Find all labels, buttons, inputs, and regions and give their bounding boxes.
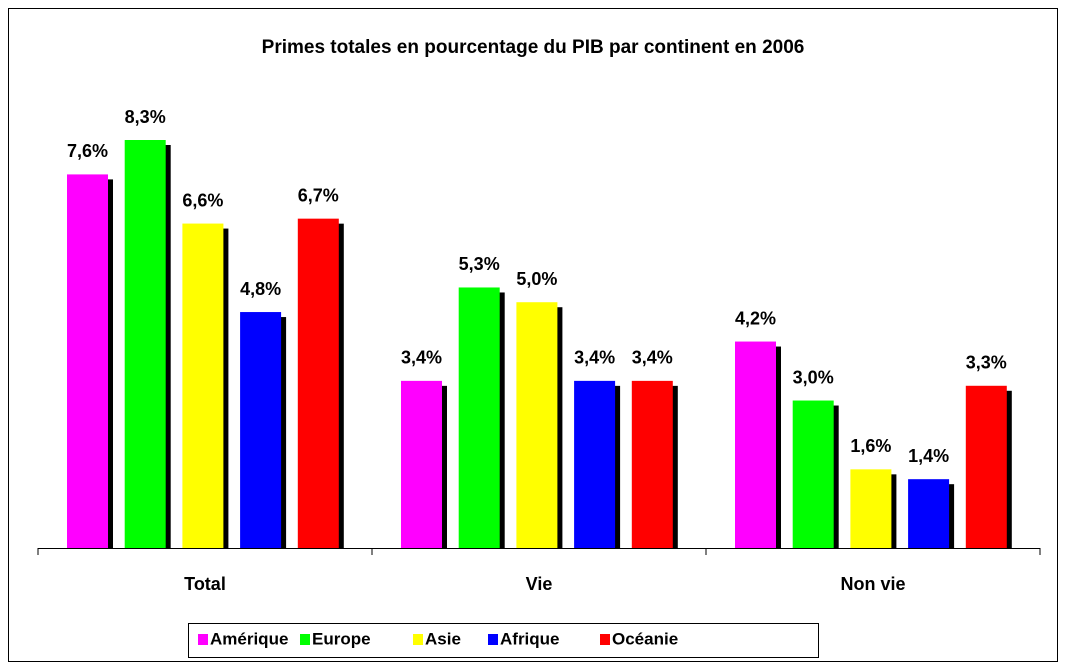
data-label: 6,6% [182,190,223,210]
data-label: 5,3% [459,254,500,274]
x-tick-label: Non vie [840,574,905,594]
data-label: 3,3% [966,353,1007,373]
data-label: 4,2% [735,308,776,328]
bar [631,380,673,548]
legend-swatch [600,634,610,645]
data-label: 3,4% [401,348,442,368]
x-tick-label: Vie [526,574,553,594]
legend-swatch [198,634,208,645]
bar [124,140,166,548]
bar [735,341,776,548]
legend-swatch [413,634,423,645]
data-label: 1,6% [850,436,891,456]
legend-label: Amérique [210,629,288,648]
legend-label: Europe [312,629,371,648]
legend-label: Asie [425,629,461,648]
data-label: 3,0% [793,367,834,387]
data-label: 6,7% [298,185,339,205]
legend-box [188,623,819,658]
legend-swatch [300,634,310,645]
data-label: 3,4% [632,348,673,368]
data-label: 5,0% [516,269,557,289]
data-label: 7,6% [67,141,108,161]
bar [908,479,950,548]
bar [458,287,500,548]
bar [401,380,442,548]
bar [67,174,108,548]
bar [182,223,224,548]
chart-title: Primes totales en pourcentage du PIB par… [262,37,805,58]
data-label: 8,3% [125,107,166,127]
data-label: 1,4% [908,446,949,466]
x-tick-label: Total [184,574,226,594]
legend-label: Afrique [500,629,560,648]
bar [574,380,616,548]
bar [516,302,558,548]
bar [297,218,339,548]
bar [240,312,282,548]
bar [792,400,834,548]
legend-label: Océanie [612,629,678,648]
legend-swatch [488,634,498,645]
data-label: 4,8% [240,279,281,299]
bar [965,385,1007,548]
bar [850,469,892,548]
data-label: 3,4% [574,348,615,368]
